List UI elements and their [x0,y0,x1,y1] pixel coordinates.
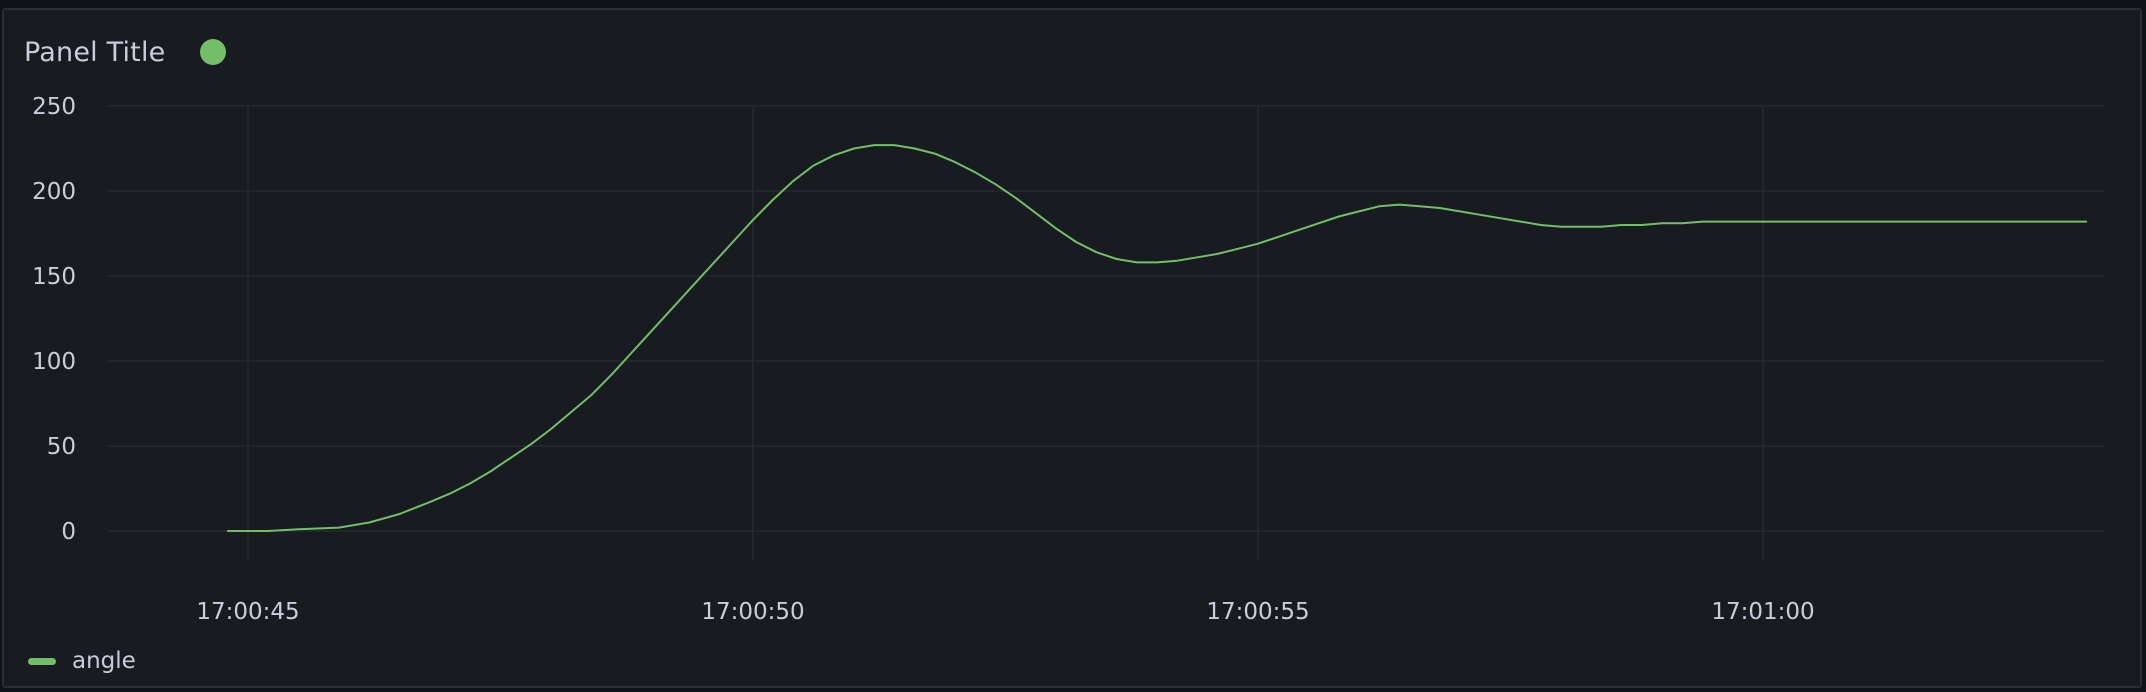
x-tick-label-17-00-55: 17:00:55 [1206,599,1309,625]
y-axis: 0 50 100 150 200 250 [32,94,76,545]
legend[interactable]: angle [28,648,136,674]
x-tick-label-17-01-00: 17:01:00 [1711,599,1814,625]
legend-swatch-angle [28,657,56,665]
status-indicator [199,39,226,65]
y-tick-label-200: 200 [32,179,76,205]
series-layer [226,144,2088,532]
x-axis: 17:00:45 17:00:50 17:00:55 17:01:00 [196,599,1814,625]
panel-title[interactable]: Panel Title [24,36,166,68]
y-tick-label-100: 100 [32,349,76,375]
x-tick-label-17-00-45: 17:00:45 [196,599,299,625]
y-tick-label-50: 50 [47,434,76,460]
y-tick-label-0: 0 [61,519,76,545]
panel-header[interactable]: Panel Title [24,30,226,74]
grid-lines [107,105,2104,561]
y-tick-label-250: 250 [32,94,76,120]
legend-label-angle[interactable]: angle [72,648,136,674]
panel: Panel Title [2,8,2142,688]
y-tick-label-150: 150 [32,264,76,290]
series-line-angle [226,144,2088,532]
x-tick-label-17-00-50: 17:00:50 [701,599,804,625]
